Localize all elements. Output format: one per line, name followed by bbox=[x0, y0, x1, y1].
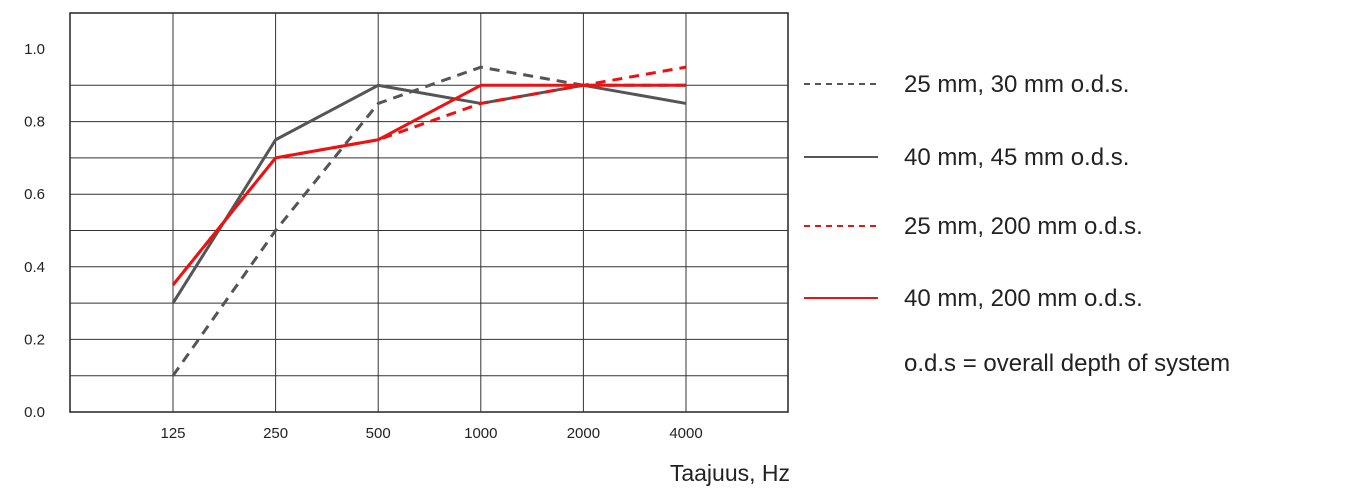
x-tick-label: 2000 bbox=[567, 425, 600, 442]
x-axis-label: Taajuus, Hz bbox=[670, 460, 790, 486]
y-tick-labels: 0.0 0.2 0.4 0.6 0.8 1.0 bbox=[24, 41, 45, 421]
x-tick-label: 500 bbox=[366, 425, 391, 442]
x-tick-label: 250 bbox=[263, 425, 288, 442]
series-line-2 bbox=[171, 83, 687, 304]
series-line-1 bbox=[171, 65, 686, 377]
y-tick-label: 0.8 bbox=[24, 114, 45, 131]
y-tick-label: 0.6 bbox=[24, 186, 45, 203]
y-tick-label: 0.2 bbox=[24, 331, 45, 348]
x-tick-label: 1000 bbox=[464, 425, 497, 442]
legend-label: 40 mm, 200 mm o.d.s. bbox=[904, 285, 1143, 312]
legend-note: o.d.s = overall depth of system bbox=[904, 350, 1230, 377]
x-tick-labels: 125 250 500 1000 2000 4000 bbox=[160, 425, 702, 442]
x-tick-label: 125 bbox=[160, 425, 185, 442]
plot-frame bbox=[69, 12, 789, 413]
y-tick-label: 0.0 bbox=[24, 404, 45, 421]
legend-label: 25 mm, 30 mm o.d.s. bbox=[904, 71, 1129, 98]
y-tick-label: 0.4 bbox=[24, 259, 45, 276]
legend: 25 mm, 30 mm o.d.s. 40 mm, 45 mm o.d.s. 25… bbox=[804, 71, 1143, 312]
series-lines bbox=[171, 65, 687, 377]
series-line-4 bbox=[171, 83, 686, 286]
legend-label: 40 mm, 45 mm o.d.s. bbox=[904, 144, 1129, 171]
series-line-3 bbox=[171, 65, 687, 286]
legend-label: 25 mm, 200 mm o.d.s. bbox=[904, 213, 1143, 240]
y-tick-label: 1.0 bbox=[24, 41, 45, 58]
plot-grid bbox=[69, 12, 789, 413]
x-tick-label: 4000 bbox=[669, 425, 702, 442]
